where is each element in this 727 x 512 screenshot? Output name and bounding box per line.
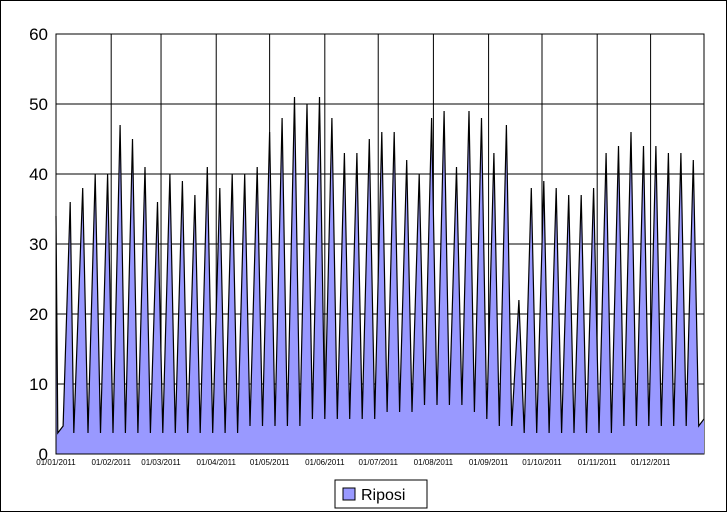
x-tick-labels: 01/01/2011 01/02/2011 01/03/2011 01/04/2011… <box>36 458 671 467</box>
legend: Riposi <box>335 480 427 508</box>
x-tick-label: 01/02/2011 <box>91 458 131 467</box>
y-tick-label: 50 <box>29 95 48 114</box>
x-tick-label: 01/09/2011 <box>469 458 509 467</box>
x-tick-label: 01/07/2011 <box>358 458 398 467</box>
x-tick-label: 01/08/2011 <box>414 458 454 467</box>
x-tick-label: 01/01/2011 <box>36 458 76 467</box>
x-tick-label: 01/10/2011 <box>522 458 562 467</box>
legend-label: Riposi <box>361 487 405 504</box>
x-tick-label: 01/03/2011 <box>141 458 181 467</box>
x-tick-label: 01/11/2011 <box>578 458 617 467</box>
x-tick-label: 01/04/2011 <box>196 458 236 467</box>
y-tick-label: 10 <box>29 375 48 394</box>
y-tick-label: 30 <box>29 235 48 254</box>
y-tick-label: 60 <box>29 25 48 44</box>
legend-swatch <box>343 488 355 500</box>
x-tick-label: 01/05/2011 <box>250 458 290 467</box>
x-tick-label: 01/06/2011 <box>305 458 345 467</box>
y-tick-label: 40 <box>29 165 48 184</box>
x-tick-label: 01/12/2011 <box>631 458 671 467</box>
y-tick-label: 20 <box>29 305 48 324</box>
